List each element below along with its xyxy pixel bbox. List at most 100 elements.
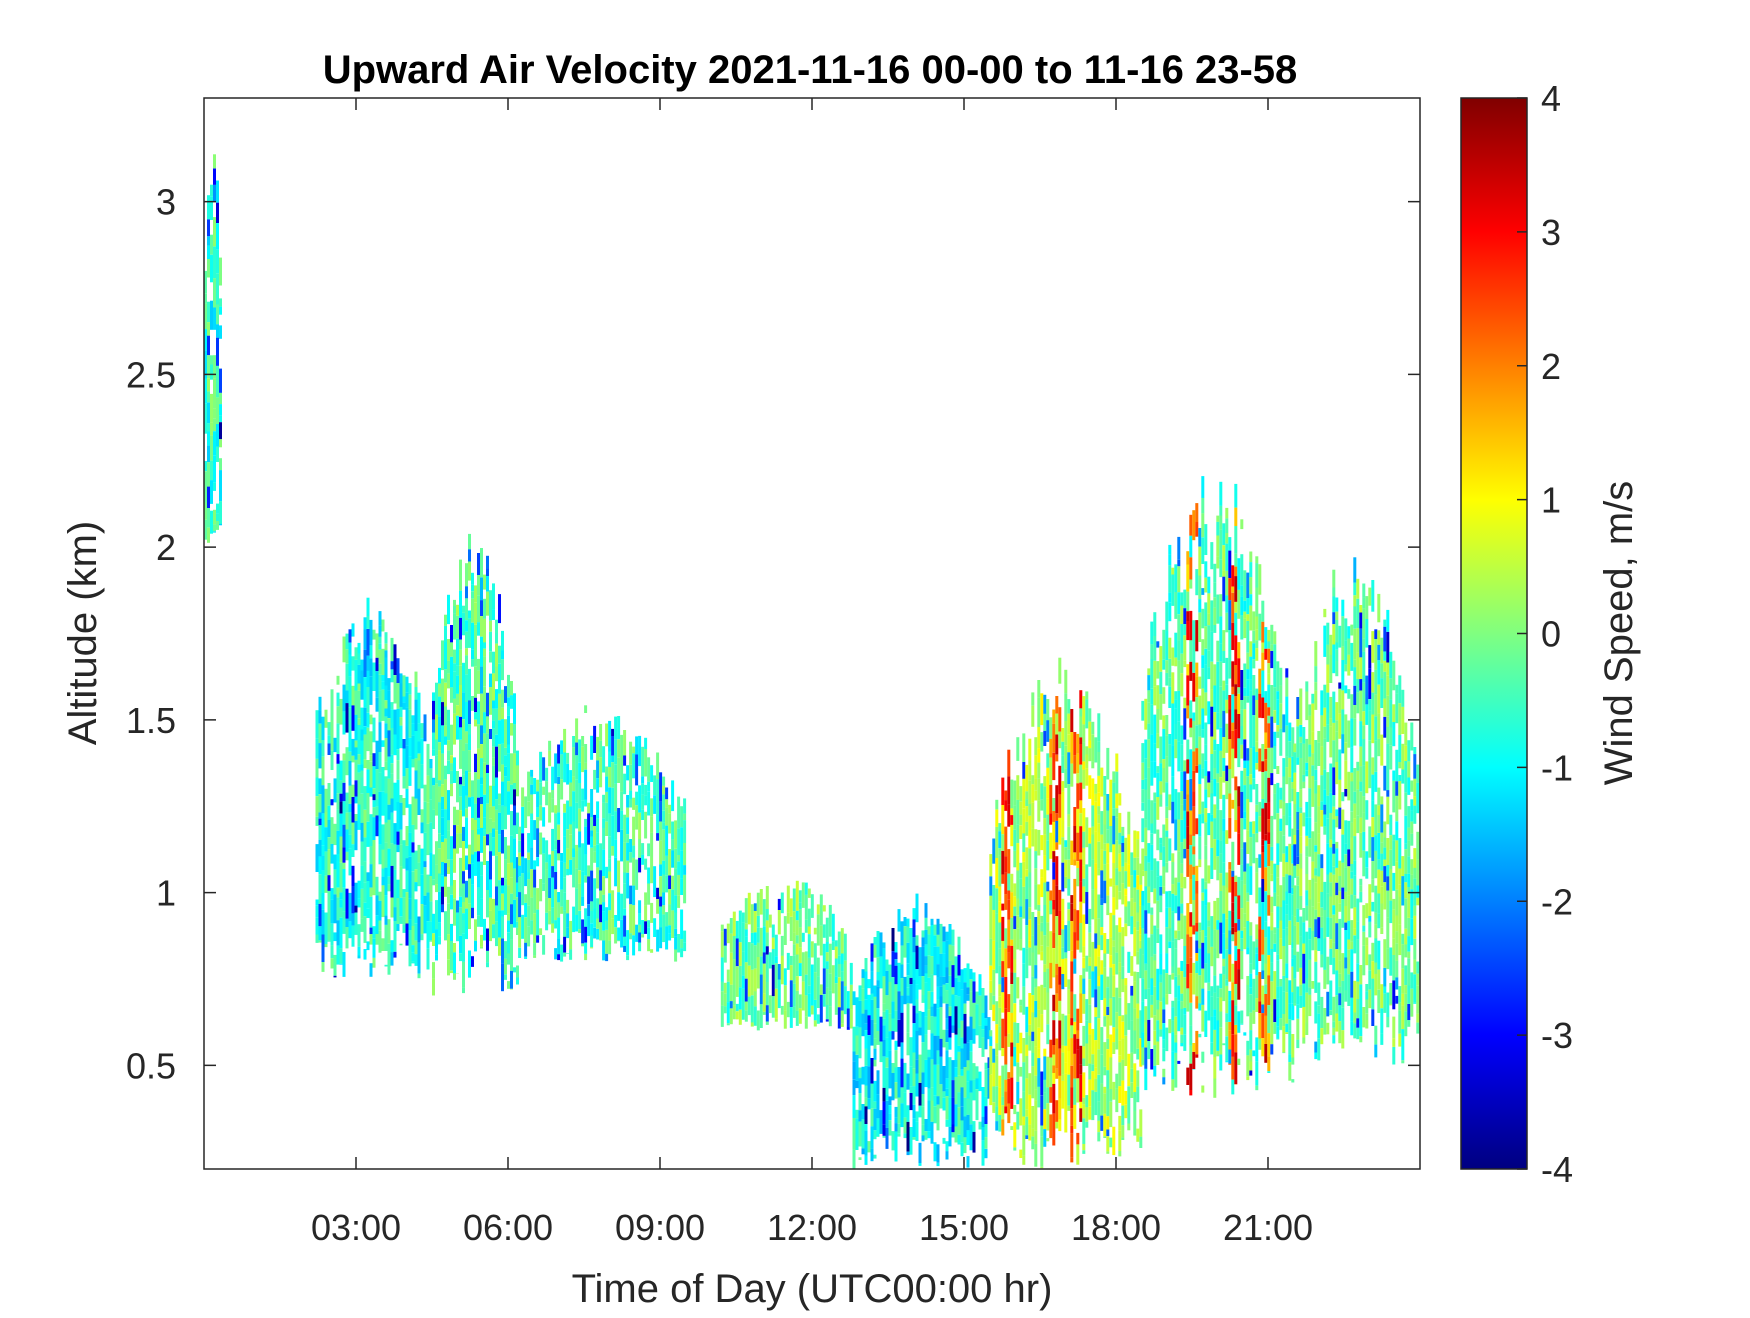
velocity-cell — [207, 378, 210, 391]
velocity-cell — [1219, 923, 1222, 954]
velocity-cell — [1407, 918, 1410, 936]
velocity-cell — [1273, 687, 1276, 710]
velocity-cell — [489, 590, 492, 621]
velocity-cell — [1043, 1056, 1046, 1080]
velocity-cell — [1082, 915, 1085, 947]
velocity-cell — [910, 978, 913, 984]
velocity-cell — [207, 402, 210, 423]
velocity-cell — [1177, 722, 1180, 742]
y-tick-label: 1.5 — [126, 700, 176, 741]
velocity-cell — [1246, 1077, 1249, 1080]
velocity-cell — [1007, 953, 1010, 968]
velocity-cell — [1416, 832, 1419, 859]
velocity-cell — [1213, 804, 1216, 818]
velocity-cell — [1046, 969, 1049, 993]
velocity-cell — [602, 940, 605, 960]
velocity-cell — [626, 817, 629, 834]
velocity-cell — [650, 765, 653, 782]
velocity-cell — [1189, 640, 1192, 661]
velocity-cell — [910, 928, 913, 956]
velocity-cell — [382, 850, 385, 869]
velocity-cell — [1118, 891, 1121, 899]
velocity-cell — [1302, 908, 1305, 922]
velocity-cell — [1341, 888, 1344, 900]
velocity-cell — [1410, 811, 1413, 822]
velocity-cell — [1022, 1117, 1025, 1126]
velocity-cell — [1389, 652, 1392, 679]
velocity-cell — [1344, 930, 1347, 958]
velocity-cell — [596, 845, 599, 868]
velocity-cell — [453, 650, 456, 664]
velocity-cell — [748, 893, 751, 925]
velocity-cell — [1323, 685, 1326, 708]
velocity-cell — [210, 365, 213, 380]
velocity-cell — [1097, 918, 1100, 945]
velocity-cell — [766, 886, 769, 909]
velocity-cell — [1356, 579, 1359, 599]
velocity-cell — [1326, 1023, 1329, 1035]
velocity-cell — [441, 784, 444, 797]
velocity-cell — [1371, 693, 1374, 715]
velocity-cell — [1413, 796, 1416, 805]
velocity-cell — [349, 629, 352, 642]
velocity-cell — [370, 755, 373, 761]
velocity-cell — [632, 817, 635, 846]
velocity-cell — [394, 952, 397, 958]
velocity-cell — [1165, 715, 1168, 736]
velocity-cell — [907, 1152, 910, 1155]
velocity-cell — [1285, 884, 1288, 892]
velocity-cell — [349, 835, 352, 849]
velocity-cell — [1210, 754, 1213, 780]
velocity-cell — [468, 669, 471, 700]
velocity-cell — [961, 1021, 964, 1038]
velocity-cell — [1088, 957, 1091, 966]
velocity-cell — [1332, 958, 1335, 975]
velocity-cell — [1118, 972, 1121, 998]
velocity-cell — [865, 1049, 868, 1066]
velocity-cell — [1043, 786, 1046, 818]
velocity-cell — [459, 685, 462, 717]
velocity-cell — [1165, 863, 1168, 873]
velocity-cell — [1162, 660, 1165, 670]
velocity-cell — [513, 900, 516, 928]
velocity-cell — [441, 640, 444, 670]
velocity-cell — [456, 639, 459, 666]
velocity-cell — [1091, 859, 1094, 890]
velocity-cell — [1162, 1040, 1165, 1049]
velocity-cell — [536, 791, 539, 807]
velocity-cell — [1189, 536, 1192, 558]
velocity-cell — [1326, 992, 1329, 1017]
velocity-cell — [1094, 1092, 1097, 1115]
velocity-cell — [1383, 672, 1386, 699]
velocity-cell — [367, 728, 370, 751]
velocity-cell — [403, 739, 406, 749]
velocity-cell — [985, 1069, 988, 1096]
velocity-cell — [1293, 955, 1296, 979]
velocity-cell — [1326, 725, 1329, 742]
velocity-cell — [1186, 849, 1189, 877]
velocity-cell — [1082, 832, 1085, 848]
velocity-cell — [1413, 974, 1416, 1002]
velocity-cell — [385, 709, 388, 717]
velocity-cell — [1082, 957, 1085, 968]
velocity-cell — [432, 733, 435, 750]
velocity-cell — [1043, 731, 1046, 746]
velocity-cell — [1141, 789, 1144, 803]
velocity-cell — [1293, 773, 1296, 789]
velocity-cell — [739, 966, 742, 987]
velocity-cell — [1219, 559, 1222, 577]
velocity-cell — [958, 955, 961, 976]
velocity-cell — [1159, 1002, 1162, 1030]
velocity-cell — [364, 916, 367, 943]
velocity-cell — [1398, 762, 1401, 768]
velocity-cell — [1293, 866, 1296, 878]
velocity-cell — [1052, 862, 1055, 879]
velocity-cell — [1246, 985, 1249, 1016]
velocity-cell — [358, 665, 361, 684]
velocity-cell — [468, 735, 471, 751]
velocity-cell — [1377, 713, 1380, 738]
velocity-cell — [219, 416, 222, 422]
velocity-cell — [901, 946, 904, 965]
velocity-cell — [1398, 986, 1401, 1002]
velocity-cell — [1311, 879, 1314, 907]
